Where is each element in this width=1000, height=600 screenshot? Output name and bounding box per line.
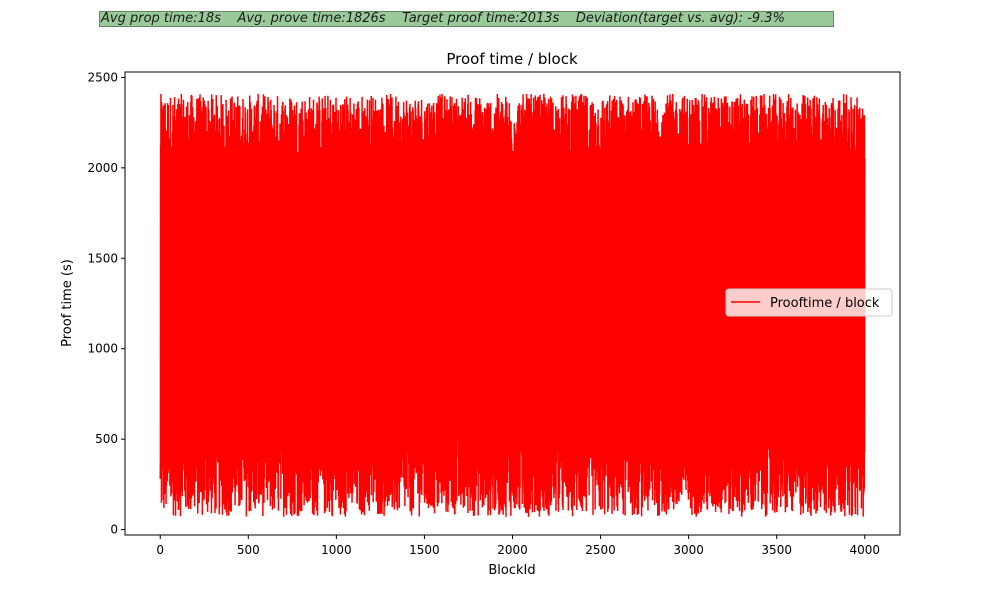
x-tick-label: 3000 xyxy=(673,543,704,557)
chart-title: Proof time / block xyxy=(446,50,578,68)
x-axis-label: BlockId xyxy=(488,563,535,578)
x-tick-label: 4000 xyxy=(849,543,880,557)
series-line xyxy=(159,93,866,517)
y-tick-label: 2500 xyxy=(87,70,118,84)
series-layer xyxy=(159,93,866,517)
y-axis-label: Proof time (s) xyxy=(60,259,75,347)
legend-box xyxy=(725,288,893,317)
y-tick-label: 1500 xyxy=(87,251,118,265)
x-tick-label: 2500 xyxy=(585,543,616,557)
x-tick-label: 500 xyxy=(237,543,260,557)
x-tick-label: 1000 xyxy=(321,543,352,557)
y-tick-label: 1000 xyxy=(87,342,118,356)
x-tick-label: 1500 xyxy=(409,543,440,557)
x-tick-label: 3500 xyxy=(761,543,792,557)
stats-banner: Avg prop time:18s Avg. prove time:1826s … xyxy=(99,11,834,27)
y-tick-label: 500 xyxy=(95,432,118,446)
x-tick-label: 0 xyxy=(156,543,164,557)
y-axis-ticks: 0 500 1000 1500 2000 2500 xyxy=(87,70,125,537)
y-tick-label: 0 xyxy=(110,523,118,537)
legend: Prooftime / block xyxy=(725,288,893,317)
legend-label: Prooftime / block xyxy=(770,296,880,311)
x-axis-ticks: 0 500 1000 1500 2000 2500 3000 3500 4000 xyxy=(156,535,880,557)
y-tick-label: 2000 xyxy=(87,161,118,175)
x-tick-label: 2000 xyxy=(497,543,528,557)
